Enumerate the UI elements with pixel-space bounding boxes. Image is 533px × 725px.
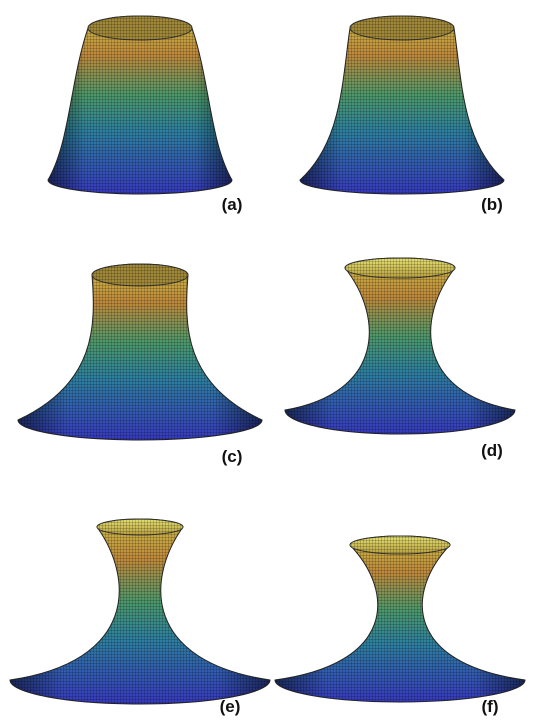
- rim-mesh: [88, 16, 192, 40]
- page: (a)(b)(c)(d)(e)(f) (() => { const data =…: [0, 0, 533, 725]
- top-mesh: [97, 519, 183, 535]
- top-mesh: [345, 258, 455, 278]
- top-mesh: [350, 536, 450, 554]
- panel-label: (e): [220, 697, 241, 716]
- panel-label: (d): [481, 441, 503, 460]
- surface-mesh: [48, 16, 232, 194]
- panel-label: (a): [222, 195, 243, 214]
- rim-mesh: [350, 16, 454, 40]
- surface-mesh: [300, 16, 504, 194]
- panel-label: (b): [481, 195, 503, 214]
- figure: (a) (b) (c) (d) (e) (f): [0, 0, 533, 725]
- surface-mesh: [285, 258, 515, 434]
- surface-mesh: [10, 519, 270, 704]
- surface-mesh: [275, 536, 525, 702]
- rim-mesh: [92, 264, 188, 286]
- panel-label: (c): [222, 447, 243, 466]
- surface-mesh: [18, 264, 262, 440]
- panel-label: (f): [482, 697, 499, 716]
